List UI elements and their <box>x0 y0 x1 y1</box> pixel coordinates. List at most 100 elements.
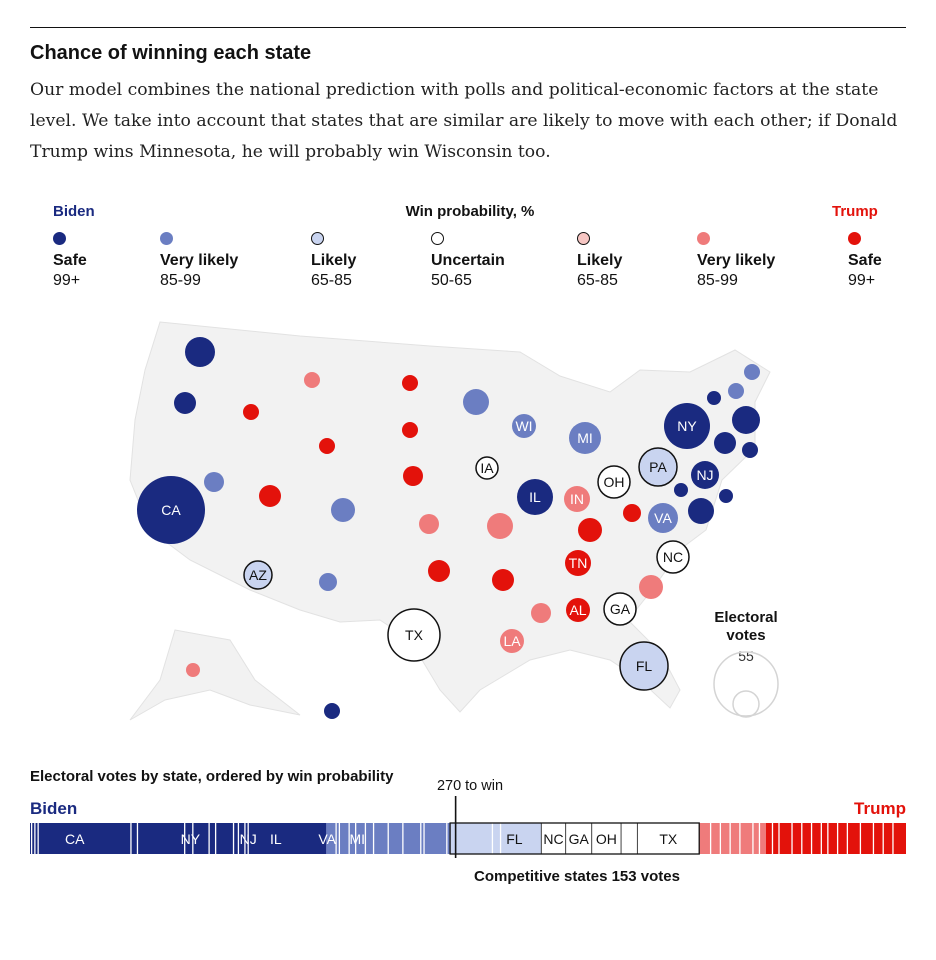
state-label: VA <box>654 510 672 526</box>
state-circle <box>531 603 551 623</box>
state-circle <box>623 504 641 522</box>
state-marker-ct <box>714 432 736 454</box>
state-circle <box>566 598 590 622</box>
state-circle <box>186 663 200 677</box>
state-marker-ma <box>732 406 760 434</box>
legend-biden-label: Biden <box>53 203 95 220</box>
state-circle <box>324 703 340 719</box>
state-marker-sc <box>639 575 663 599</box>
state-marker-wa <box>185 337 215 367</box>
state-label: NJ <box>696 467 713 483</box>
state-circle <box>387 608 441 662</box>
state-marker-id <box>243 404 259 420</box>
state-label: TN <box>569 555 588 571</box>
state-marker-fl: FL <box>619 641 669 691</box>
state-circle <box>517 479 553 515</box>
bar-run-biden-safe <box>30 823 327 854</box>
state-circle <box>319 573 337 591</box>
bar-segment-mi: MI <box>349 831 365 847</box>
state-circle <box>597 465 631 499</box>
state-marker-co <box>331 498 355 522</box>
state-marker-me <box>744 364 760 380</box>
state-circle <box>475 456 499 480</box>
state-circle <box>564 486 590 512</box>
state-marker-ky <box>578 518 602 542</box>
bar-segment-fl: FL <box>506 831 523 847</box>
state-marker-tx: TX <box>387 608 441 662</box>
legend-item-range: 99+ <box>53 272 81 289</box>
state-marker-vt <box>707 391 721 405</box>
state-circle <box>428 560 450 582</box>
state-label: IA <box>480 460 494 476</box>
legend-item-3: Uncertain 50-65 <box>431 232 551 290</box>
state-marker-or <box>174 392 196 414</box>
legend-heading: Win probability, % <box>405 203 535 220</box>
bar-biden-label: Biden <box>30 799 78 818</box>
state-marker-wi: WI <box>512 414 536 438</box>
bar-segment-tx: TX <box>659 831 678 847</box>
state-circle <box>419 514 439 534</box>
state-circle <box>463 389 489 415</box>
chart-subtitle: Our model combines the national predicti… <box>30 80 898 162</box>
legend-item-range: 85-99 <box>160 272 201 289</box>
state-marker-mt <box>304 372 320 388</box>
state-marker-ar <box>492 569 514 591</box>
state-label: PA <box>649 459 667 475</box>
bar-segment-ca: CA <box>65 831 85 847</box>
bar-run-biden-likely <box>450 823 542 854</box>
size-key-circle-small <box>732 690 760 718</box>
state-circle <box>304 372 320 388</box>
state-marker-ny: NY <box>664 403 710 449</box>
state-marker-ri <box>742 442 758 458</box>
size-key-circle-large <box>713 651 779 717</box>
state-marker-hi <box>324 703 340 719</box>
state-circle <box>691 461 719 489</box>
size-key-title: Electoral <box>714 609 777 626</box>
legend-swatch <box>697 232 710 245</box>
state-marker-in: IN <box>564 486 590 512</box>
bar-segment-nj: NJ <box>240 831 257 847</box>
state-circle <box>243 404 259 420</box>
bar-segment-ny: NY <box>181 831 201 847</box>
us-map: CA AZ TX IA LA WI IL MI IN OH TN AL GA FL NC VA PA NY NJ El… <box>129 321 779 721</box>
state-circle <box>638 447 678 487</box>
bar-title: Electoral votes by state, ordered by win… <box>30 768 394 785</box>
legend-item-label: Likely <box>577 252 623 269</box>
state-circle <box>674 483 688 497</box>
state-marker-mo <box>487 513 513 539</box>
state-circle <box>512 414 536 438</box>
chart-title: Chance of winning each state <box>30 42 312 64</box>
state-marker-il: IL <box>517 479 553 515</box>
legend-item-1: Very likely 85-99 <box>160 232 280 290</box>
state-marker-la: LA <box>500 629 524 653</box>
state-circle <box>732 406 760 434</box>
state-label: GA <box>610 601 631 617</box>
state-circle <box>492 569 514 591</box>
state-circle <box>487 513 513 539</box>
legend-swatch <box>160 232 173 245</box>
state-circle <box>719 489 733 503</box>
state-circle <box>565 550 591 576</box>
state-marker-nv <box>204 472 224 492</box>
state-marker-al: AL <box>566 598 590 622</box>
state-marker-dc <box>719 489 733 503</box>
legend-item-range: 99+ <box>848 272 876 289</box>
legend-item-range: 85-99 <box>697 272 738 289</box>
state-circle <box>742 442 758 458</box>
bar-run-trump-safe <box>765 823 906 854</box>
legend-swatch <box>577 232 590 245</box>
state-marker-ok <box>428 560 450 582</box>
state-circle <box>403 466 423 486</box>
state-marker-ut <box>259 485 281 507</box>
legend-item-range: 65-85 <box>311 272 352 289</box>
state-circle <box>648 503 678 533</box>
state-marker-nh <box>728 383 744 399</box>
size-key-title-2: votes <box>726 627 765 644</box>
state-marker-va: VA <box>648 503 678 533</box>
competitive-box <box>449 822 700 855</box>
state-label: WI <box>515 418 532 434</box>
competitive-label: Competitive states 153 votes <box>474 868 680 885</box>
state-label: AL <box>569 602 586 618</box>
state-circle <box>185 337 215 367</box>
state-marker-nj: NJ <box>691 461 719 489</box>
